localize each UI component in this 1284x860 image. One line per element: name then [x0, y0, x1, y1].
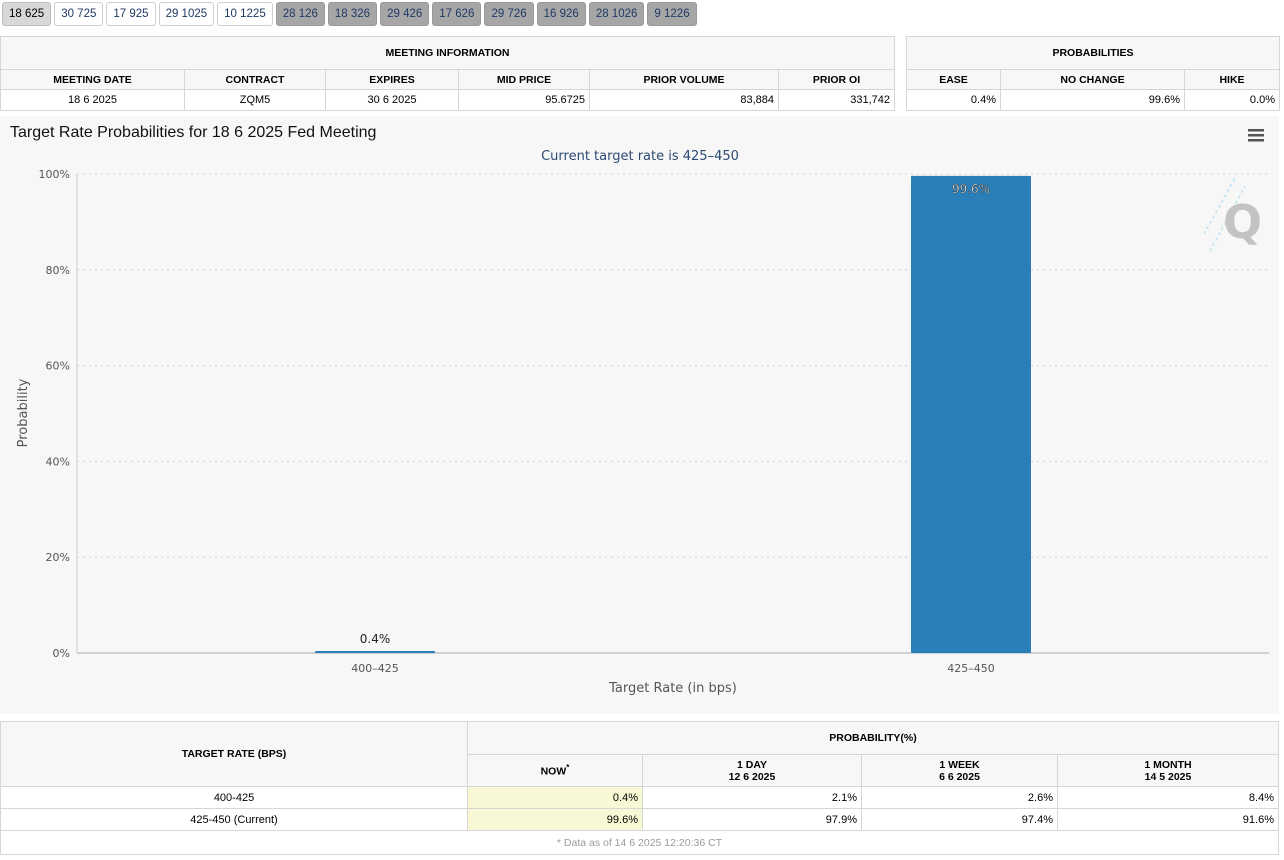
meeting-information-table: MEETING INFORMATION MEETING DATE CONTRAC… [0, 36, 895, 111]
meeting-tab[interactable]: 29 1025 [158, 2, 215, 26]
column-label: 1 MONTH [1144, 758, 1192, 771]
table-row: 425-450 (Current) 99.6% 97.9% 97.4% 91.6% [0, 808, 1279, 831]
ease-value: 0.4% [906, 89, 1001, 111]
y-tick-label: 20% [46, 551, 70, 564]
x-tick-label: 425–450 [947, 662, 995, 675]
header-probability-column: NOW* [467, 754, 643, 787]
y-tick-label: 0% [53, 647, 70, 660]
probability-cell: 97.9% [642, 808, 862, 831]
probability-cell: 97.4% [861, 808, 1058, 831]
chart-svg: Target Rate Probabilities for 18 6 2025 … [10, 124, 1269, 696]
hamburger-menu-icon[interactable] [1244, 126, 1268, 146]
bar-data-label: 99.6% [952, 182, 990, 196]
target-rate-probability-table: TARGET RATE (BPS) PROBABILITY(%) NOW* 1 D… [0, 721, 1279, 855]
chart-gridlines [77, 173, 1269, 558]
mid-price-value: 95.6725 [458, 89, 590, 111]
q-watermark-logo: Q [1203, 177, 1262, 252]
y-axis-label: Probability [16, 378, 31, 447]
meeting-tab[interactable]: 9 1226 [647, 2, 697, 26]
column-label: NOW [540, 765, 567, 778]
column-date: 12 6 2025 [728, 770, 776, 783]
meeting-tab[interactable]: 17 626 [432, 2, 482, 26]
chart-bar[interactable] [911, 175, 1031, 653]
meeting-tab[interactable]: 17 925 [106, 2, 156, 26]
header-mid-price: MID PRICE [458, 69, 590, 90]
no-change-value: 99.6% [1000, 89, 1185, 111]
chart-title: Target Rate Probabilities for 18 6 2025 … [10, 124, 376, 141]
chart-axes: 0% 20% 40% 60% 80% 100% 400–425 425–450 [39, 168, 1269, 675]
probability-cell: 0.4% [467, 786, 643, 809]
meeting-tab[interactable]: 10 1225 [217, 2, 273, 26]
column-marker: * [566, 763, 570, 773]
expires-value: 30 6 2025 [325, 89, 459, 111]
target-rate-cell: 400-425 [0, 786, 468, 809]
target-rate-chart: Target Rate Probabilities for 18 6 2025 … [0, 116, 1279, 714]
meeting-tab[interactable]: 29 426 [380, 2, 430, 26]
header-prior-volume: PRIOR VOLUME [589, 69, 779, 90]
header-probability-column: 1 MONTH 14 5 2025 [1057, 754, 1279, 787]
meeting-tab[interactable]: 28 1026 [588, 2, 645, 26]
watermark-letter: Q [1223, 195, 1262, 249]
meeting-tab[interactable]: 29 726 [484, 2, 534, 26]
prior-oi-value: 331,742 [778, 89, 895, 111]
meeting-tab[interactable]: 28 126 [275, 2, 325, 26]
meeting-tab[interactable]: 18 326 [327, 2, 378, 26]
prior-volume-value: 83,884 [589, 89, 779, 111]
x-tick-label: 400–425 [351, 662, 399, 675]
header-probability: PROBABILITY(%) [467, 721, 1279, 755]
chart-subtitle: Current target rate is 425–450 [541, 149, 739, 164]
table-row: 400-425 0.4% 2.1% 2.6% 8.4% [0, 786, 1279, 809]
probabilities-title: PROBABILITIES [906, 36, 1280, 70]
target-rate-cell: 425-450 (Current) [0, 808, 468, 831]
meeting-information-title: MEETING INFORMATION [0, 36, 895, 70]
probability-cell: 2.1% [642, 786, 862, 809]
header-ease: EASE [906, 69, 1001, 90]
header-prior-oi: PRIOR OI [778, 69, 895, 90]
data-timestamp-footnote: * Data as of 14 6 2025 12:20:36 CT [0, 830, 1279, 855]
header-probability-column: 1 DAY 12 6 2025 [642, 754, 862, 787]
header-probability-column: 1 WEEK 6 6 2025 [861, 754, 1058, 787]
y-tick-label: 80% [46, 264, 70, 277]
x-axis-label: Target Rate (in bps) [608, 681, 737, 696]
header-hike: HIKE [1184, 69, 1280, 90]
chart-bar[interactable] [315, 651, 435, 653]
header-contract: CONTRACT [184, 69, 326, 90]
meeting-date-value: 18 6 2025 [0, 89, 185, 111]
meeting-tab[interactable]: 18 625 [2, 2, 52, 26]
probability-cell: 8.4% [1057, 786, 1279, 809]
hike-value: 0.0% [1184, 89, 1280, 111]
meeting-tab[interactable]: 16 926 [536, 2, 586, 26]
header-expires: EXPIRES [325, 69, 459, 90]
chart-bars: 0.4% 99.6% [315, 175, 1031, 653]
contract-value: ZQM5 [184, 89, 326, 111]
column-label: 1 DAY [737, 758, 767, 771]
y-tick-label: 60% [46, 360, 70, 373]
column-date: 14 5 2025 [1144, 770, 1192, 783]
probability-cell: 2.6% [861, 786, 1058, 809]
header-meeting-date: MEETING DATE [0, 69, 185, 90]
probabilities-table: PROBABILITIES EASE NO CHANGE HIKE 0.4% 9… [906, 36, 1280, 111]
header-no-change: NO CHANGE [1000, 69, 1185, 90]
probability-cell: 91.6% [1057, 808, 1279, 831]
meeting-tabs: 18 625 30 725 17 925 29 1025 10 1225 28 126 18… [2, 2, 697, 26]
header-target-rate: TARGET RATE (BPS) [0, 721, 468, 787]
y-tick-label: 40% [46, 455, 70, 468]
bar-data-label: 0.4% [360, 632, 391, 646]
probability-cell: 99.6% [467, 808, 643, 831]
meeting-tab[interactable]: 30 725 [54, 2, 104, 26]
column-date: 6 6 2025 [939, 770, 980, 783]
y-tick-label: 100% [39, 168, 70, 181]
column-label: 1 WEEK [939, 758, 980, 771]
